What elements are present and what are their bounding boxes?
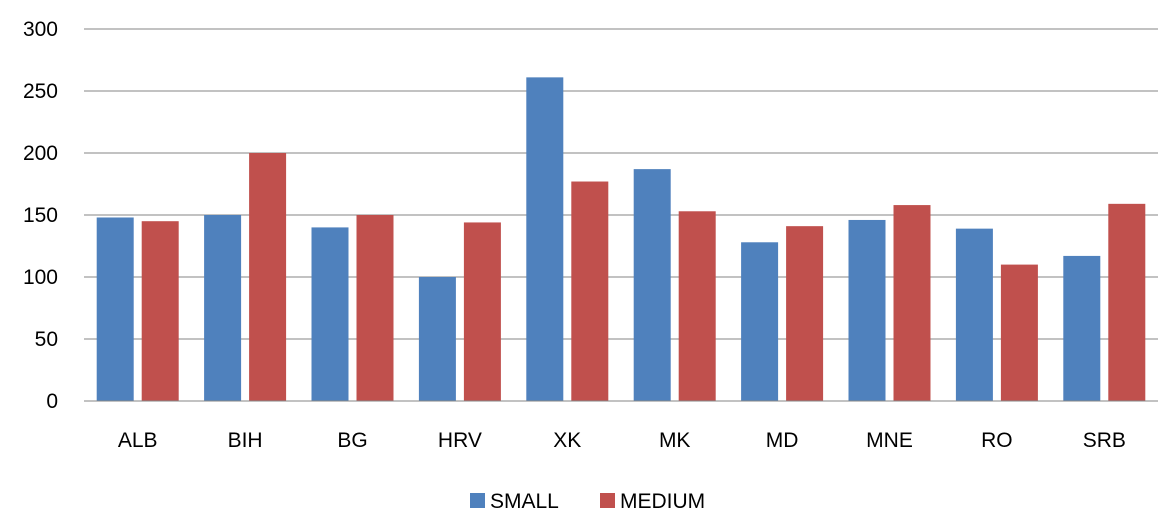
x-category-label: MD — [766, 429, 799, 452]
x-category-label: XK — [553, 429, 581, 452]
y-tick-label: 200 — [23, 142, 58, 165]
x-category-label: ALB — [118, 429, 158, 452]
y-tick-label: 50 — [35, 328, 58, 351]
bar-medium-xk — [571, 181, 609, 401]
x-axis-category-labels: ALB BIH BG HRV XK MK MD MNE RO SRB — [118, 429, 1126, 452]
bar-small-bg — [311, 227, 349, 401]
bars — [96, 77, 1146, 402]
x-category-label: MK — [659, 429, 691, 452]
bar-medium-mk — [678, 211, 716, 401]
bar-small-mne — [848, 219, 886, 401]
legend-label-small: SMALL — [490, 490, 559, 513]
bar-medium-bih — [249, 153, 287, 401]
x-category-label: SRB — [1083, 429, 1126, 452]
bar-medium-alb — [141, 221, 179, 401]
x-category-label: BG — [337, 429, 367, 452]
bar-medium-srb — [1108, 203, 1146, 401]
y-tick-label: 250 — [23, 80, 58, 103]
y-tick-label: 300 — [23, 18, 58, 41]
bar-small-hrv — [418, 277, 456, 401]
y-axis-tick-labels: 0 50 100 150 200 250 300 — [23, 18, 58, 413]
y-tick-label: 150 — [23, 204, 58, 227]
y-tick-label: 0 — [46, 390, 58, 413]
bar-small-xk — [526, 77, 564, 402]
x-category-label: HRV — [438, 429, 482, 452]
bar-small-srb — [1063, 255, 1101, 401]
x-category-label: BIH — [228, 429, 263, 452]
legend-label-medium: MEDIUM — [620, 490, 705, 513]
x-category-label: RO — [981, 429, 1013, 452]
bar-small-alb — [96, 217, 134, 401]
bar-small-bih — [204, 215, 242, 401]
y-tick-label: 100 — [23, 266, 58, 289]
gridlines — [84, 28, 1158, 340]
bar-medium-md — [786, 226, 824, 401]
legend-swatch-medium — [600, 493, 615, 508]
bar-medium-mne — [893, 205, 931, 401]
bar-medium-bg — [356, 215, 394, 401]
bar-small-ro — [955, 228, 993, 401]
bar-small-md — [741, 242, 779, 401]
bar-medium-hrv — [463, 222, 501, 401]
x-category-label: MNE — [866, 429, 913, 452]
legend-swatch-small — [470, 493, 485, 508]
bar-small-mk — [633, 169, 671, 401]
legend: SMALL MEDIUM — [470, 490, 705, 513]
bar-medium-ro — [1000, 264, 1038, 401]
